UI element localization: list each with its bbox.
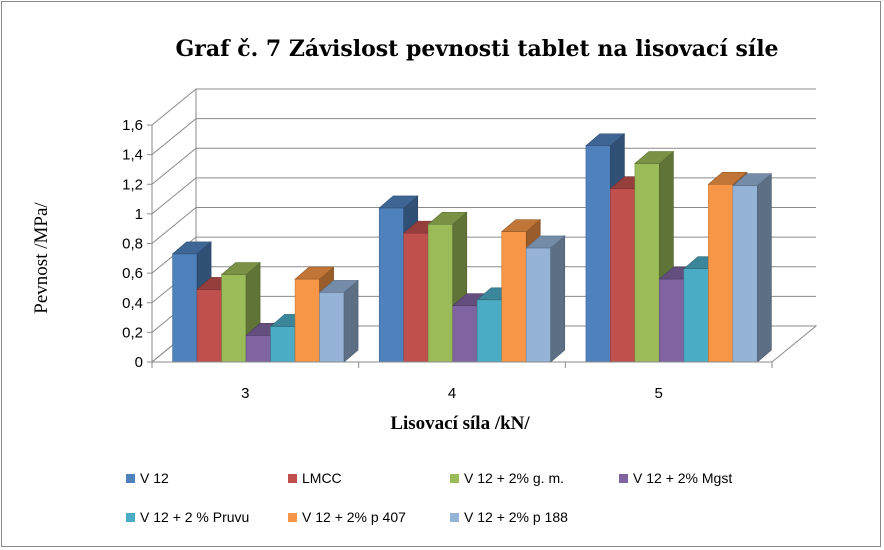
legend-label: V 12 + 2% p 188 bbox=[464, 509, 568, 525]
bar-front bbox=[245, 335, 271, 363]
bar-top bbox=[220, 262, 261, 275]
bar-top bbox=[634, 151, 675, 164]
bar-side bbox=[757, 173, 772, 363]
bar-front bbox=[659, 278, 685, 363]
legend-swatch bbox=[619, 474, 628, 483]
bar-front bbox=[427, 223, 454, 363]
bar-front bbox=[294, 278, 320, 363]
bar-top bbox=[171, 241, 212, 255]
y-tick-label: 1,6 bbox=[122, 117, 143, 134]
y-axis-title: Pevnost /MPa/ bbox=[31, 202, 52, 314]
bar-front bbox=[403, 232, 429, 363]
legend-item: V 12 bbox=[126, 470, 169, 486]
legend-swatch bbox=[450, 513, 459, 522]
bar-top bbox=[585, 133, 626, 147]
legend-swatch bbox=[288, 513, 297, 522]
legend-label: V 12 + 2% Mgst bbox=[633, 470, 732, 486]
bar-front bbox=[172, 253, 198, 363]
y-tick-label: 0,8 bbox=[122, 236, 143, 253]
y-tick-label: 0,4 bbox=[122, 295, 143, 312]
legend-item: V 12 + 2% Mgst bbox=[619, 470, 732, 486]
x-tick-label: 5 bbox=[654, 385, 662, 402]
legend-item: V 12 + 2% g. m. bbox=[450, 470, 564, 486]
bar-top bbox=[500, 219, 542, 232]
legend-label: V 12 + 2 % Pruvu bbox=[140, 509, 249, 525]
legend-item: V 12 + 2% p 188 bbox=[450, 509, 568, 525]
bar-front bbox=[196, 289, 222, 363]
y-tick-label: 1 bbox=[135, 206, 143, 223]
bar-front bbox=[525, 247, 552, 363]
bar-top bbox=[707, 171, 748, 185]
legend-swatch bbox=[288, 474, 297, 483]
y-tick-label: 1,2 bbox=[122, 176, 143, 193]
bar-front bbox=[221, 274, 247, 363]
bar-front bbox=[452, 305, 478, 363]
bar-front bbox=[610, 188, 636, 363]
y-tick-label: 0,6 bbox=[122, 265, 143, 282]
bar-front bbox=[476, 299, 503, 363]
legend-swatch bbox=[450, 474, 459, 483]
bar-side bbox=[550, 235, 566, 363]
legend-label: V 12 + 2% p 407 bbox=[302, 509, 406, 525]
bar-front bbox=[634, 163, 660, 363]
bar-top bbox=[378, 195, 419, 209]
bar-top bbox=[294, 266, 335, 280]
legend-swatch bbox=[126, 513, 135, 522]
legend-item: V 12 + 2% p 407 bbox=[288, 509, 406, 525]
legend-item: LMCC bbox=[288, 470, 342, 486]
x-tick-label: 3 bbox=[241, 385, 249, 402]
bars bbox=[171, 133, 773, 363]
bar-front bbox=[683, 268, 709, 363]
bar-front bbox=[501, 231, 527, 363]
legend-label: V 12 bbox=[140, 470, 169, 486]
bar-top bbox=[525, 235, 566, 249]
bar-top bbox=[732, 173, 773, 187]
y-tick-label: 0 bbox=[135, 354, 143, 371]
bar-front bbox=[732, 185, 758, 363]
y-axis-ticks: 0 0,2 0,4 0,6 0,8 1 1,2 1,4 1,6 bbox=[122, 117, 152, 371]
bar-top bbox=[427, 211, 468, 225]
x-axis-ticks: 3 4 5 bbox=[151, 361, 773, 402]
bar bbox=[318, 279, 359, 363]
bar-front bbox=[708, 183, 734, 363]
legend-label: V 12 + 2% g. m. bbox=[464, 470, 564, 486]
bar bbox=[732, 173, 773, 363]
legend-item: V 12 + 2 % Pruvu bbox=[126, 509, 249, 525]
bar-top bbox=[318, 280, 359, 293]
x-axis-title: Lisovací síla /kN/ bbox=[390, 413, 530, 434]
legend-swatch bbox=[126, 474, 135, 483]
bar-front bbox=[319, 292, 345, 363]
bar-front bbox=[378, 207, 405, 363]
bar bbox=[525, 235, 566, 363]
legend: V 12 LMCC V 12 + 2% g. m. V 12 + 2% Mgst V 1… bbox=[126, 470, 732, 525]
y-tick-label: 0,2 bbox=[122, 324, 143, 341]
x-tick-label: 4 bbox=[448, 385, 456, 402]
bar-front bbox=[585, 145, 611, 363]
bar-side bbox=[343, 279, 359, 363]
legend-label: LMCC bbox=[302, 470, 342, 486]
bar-front bbox=[270, 326, 296, 363]
chart-title: Graf č. 7 Závislost pevnosti tablet na l… bbox=[175, 36, 778, 62]
y-tick-label: 1,4 bbox=[122, 147, 143, 164]
